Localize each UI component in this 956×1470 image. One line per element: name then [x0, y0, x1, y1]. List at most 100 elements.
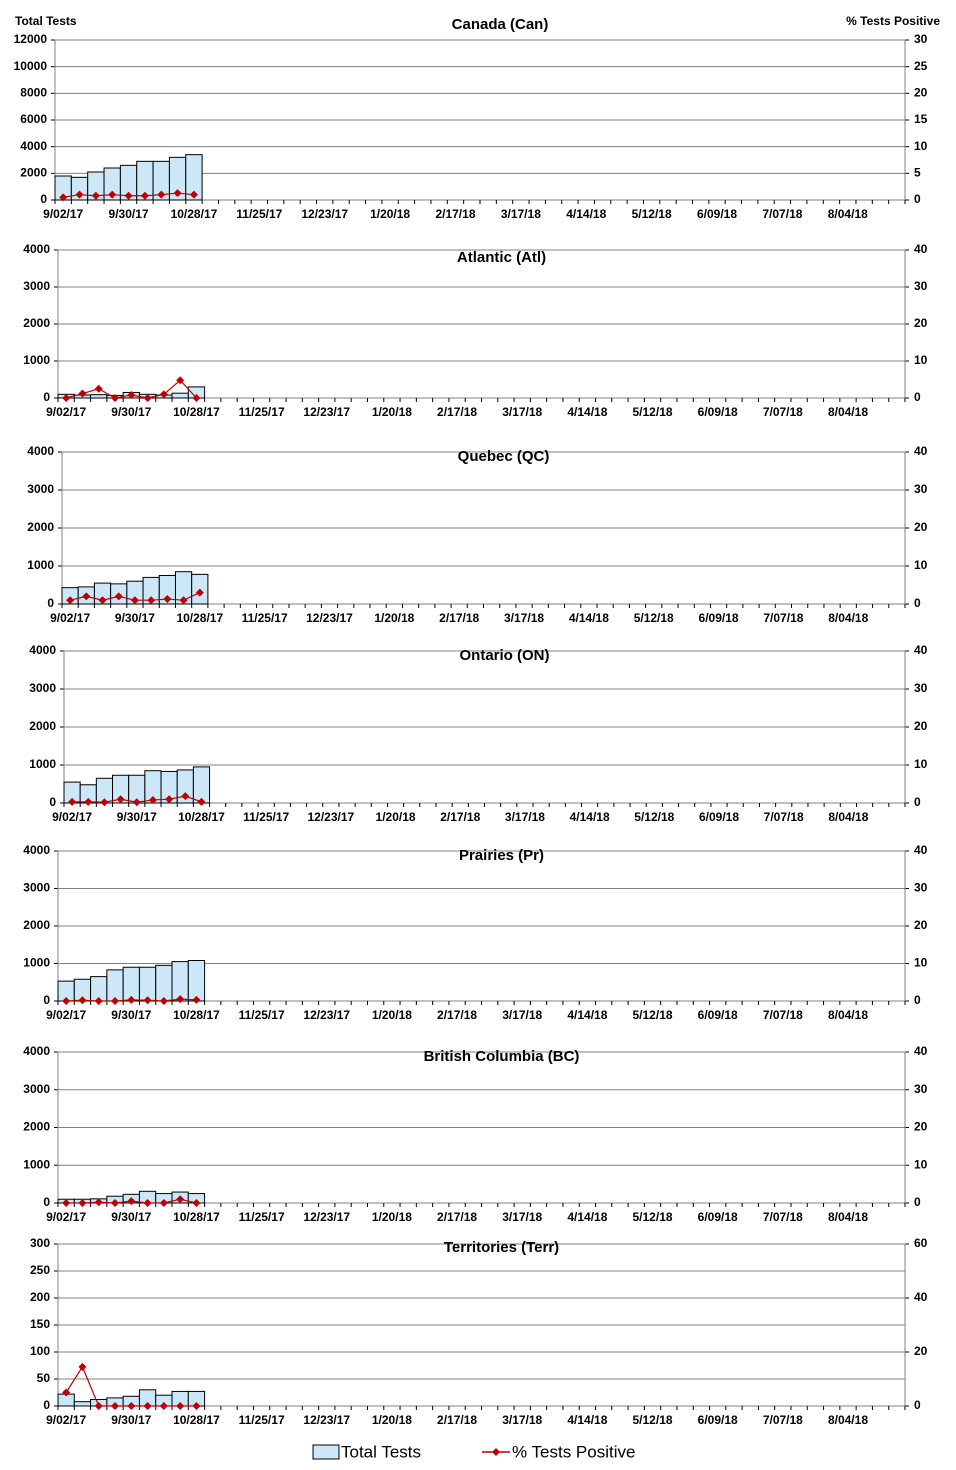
line-marker — [165, 795, 174, 804]
y-tick-label: 3000 — [23, 881, 50, 895]
x-tick-label: 9/02/17 — [46, 1008, 86, 1022]
x-tick-label: 5/12/18 — [633, 405, 673, 419]
line-marker — [132, 798, 141, 807]
y2-tick-label: 40 — [914, 1290, 928, 1304]
line-marker — [100, 798, 109, 807]
y-tick-label: 100 — [30, 1344, 50, 1358]
x-tick-label: 9/02/17 — [43, 207, 83, 221]
x-tick-label: 10/28/17 — [173, 1008, 220, 1022]
x-tick-label: 4/14/18 — [567, 1008, 607, 1022]
x-tick-label: 3/17/18 — [505, 810, 545, 824]
y2-tick-label: 40 — [914, 242, 928, 256]
x-tick-label: 2/17/18 — [440, 810, 480, 824]
x-tick-label: 2/17/18 — [435, 207, 475, 221]
y2-tick-label: 0 — [914, 596, 921, 610]
line-marker — [192, 1402, 201, 1410]
x-tick-label: 5/12/18 — [632, 207, 672, 221]
x-tick-label: 8/04/18 — [828, 207, 868, 221]
x-tick-label: 9/02/17 — [52, 810, 92, 824]
x-tick-label: 9/30/17 — [115, 611, 155, 625]
x-tick-label: 12/23/17 — [303, 405, 350, 419]
line-marker — [91, 191, 100, 200]
line-marker — [82, 592, 91, 601]
line-marker — [159, 1199, 168, 1207]
chart-title: Atlantic (Atl) — [457, 249, 546, 266]
y2-tick-label: 15 — [914, 112, 928, 126]
y-tick-label: 2000 — [23, 316, 50, 330]
y-tick-label: 4000 — [27, 444, 54, 458]
line-marker — [181, 792, 190, 801]
x-tick-label: 9/30/17 — [111, 405, 151, 419]
y2-tick-label: 30 — [914, 482, 928, 496]
y2-tick-label: 40 — [914, 843, 928, 857]
x-tick-label: 7/07/18 — [763, 611, 803, 625]
y-tick-label: 6000 — [20, 112, 47, 126]
line-marker — [140, 191, 149, 200]
y-tick-label: 50 — [37, 1371, 51, 1385]
line-marker — [62, 997, 71, 1005]
legend-marker — [492, 1448, 500, 1456]
x-tick-label: 5/12/18 — [633, 1008, 673, 1022]
y2-tick-label: 10 — [914, 353, 928, 367]
y2-tick-label: 20 — [914, 1344, 928, 1358]
y-tick-label: 1000 — [23, 956, 50, 970]
y-tick-label: 2000 — [29, 719, 56, 733]
x-tick-label: 12/23/17 — [307, 810, 354, 824]
y2-tick-label: 10 — [914, 757, 928, 771]
bar — [171, 961, 189, 1002]
line-marker — [114, 592, 123, 601]
bar — [171, 392, 189, 399]
x-tick-label: 4/14/18 — [567, 405, 607, 419]
y-tick-label: 4000 — [23, 1044, 50, 1058]
y-tick-label: 1000 — [23, 353, 50, 367]
y2-tick-label: 30 — [914, 279, 928, 293]
x-tick-label: 4/14/18 — [567, 1210, 607, 1224]
x-tick-label: 6/09/18 — [699, 611, 739, 625]
line-marker — [195, 588, 204, 597]
x-tick-label: 6/09/18 — [698, 1210, 738, 1224]
x-tick-label: 4/14/18 — [566, 207, 606, 221]
x-tick-label: 9/30/17 — [109, 207, 149, 221]
x-tick-label: 1/20/18 — [372, 1413, 412, 1427]
line-marker — [189, 190, 198, 199]
x-tick-label: 2/17/18 — [439, 611, 479, 625]
x-tick-label: 8/04/18 — [828, 1008, 868, 1022]
x-tick-label: 3/17/18 — [504, 611, 544, 625]
line-marker — [127, 1402, 136, 1410]
x-tick-label: 9/02/17 — [46, 405, 86, 419]
line-marker — [98, 596, 107, 605]
chart-title: Territories (Terr) — [444, 1239, 559, 1256]
y2-tick-label: 20 — [914, 918, 928, 932]
y-tick-label: 3000 — [23, 279, 50, 293]
line-marker — [143, 1402, 152, 1410]
chart-title: Quebec (QC) — [458, 448, 550, 465]
y-tick-label: 12000 — [14, 32, 48, 46]
line-marker — [78, 389, 87, 398]
line-marker — [62, 1388, 71, 1397]
bar — [155, 964, 173, 1002]
line-marker — [68, 797, 77, 806]
chart-title: British Columbia (BC) — [424, 1048, 580, 1065]
line-marker — [159, 1402, 168, 1410]
x-tick-label: 11/25/17 — [242, 611, 288, 625]
x-tick-label: 2/17/18 — [437, 1008, 477, 1022]
x-tick-label: 11/25/17 — [236, 207, 282, 221]
x-tick-label: 12/23/17 — [301, 207, 348, 221]
line-marker — [111, 997, 120, 1005]
y-tick-label: 0 — [43, 390, 50, 404]
line-marker — [130, 596, 139, 605]
x-tick-label: 5/12/18 — [634, 611, 674, 625]
y2-tick-label: 0 — [914, 1398, 921, 1412]
y-tick-label: 0 — [43, 993, 50, 1007]
x-tick-label: 8/04/18 — [828, 810, 868, 824]
x-tick-label: 11/25/17 — [239, 1413, 285, 1427]
x-tick-label: 10/28/17 — [171, 207, 218, 221]
y-tick-label: 3000 — [23, 1082, 50, 1096]
line-marker — [78, 1199, 87, 1207]
x-tick-label: 12/23/17 — [303, 1413, 350, 1427]
x-tick-label: 6/09/18 — [698, 405, 738, 419]
y-tick-label: 0 — [43, 1195, 50, 1209]
x-tick-label: 7/07/18 — [763, 405, 803, 419]
x-tick-label: 4/14/18 — [570, 810, 610, 824]
